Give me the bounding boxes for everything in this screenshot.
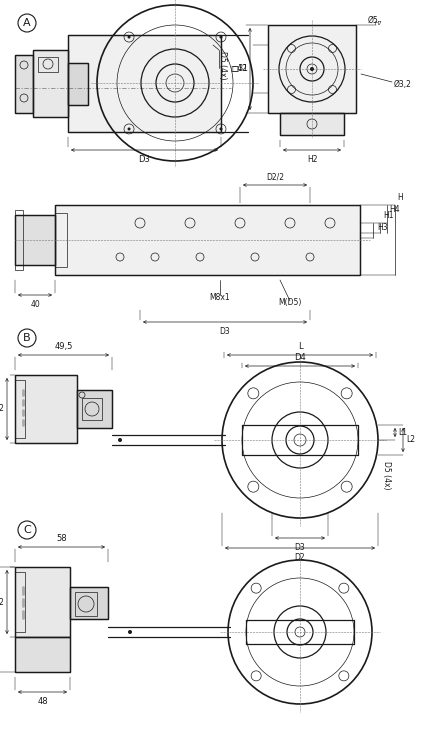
Bar — [15, 375, 77, 443]
Bar — [77, 390, 112, 428]
Bar — [70, 587, 108, 619]
Text: H: H — [397, 193, 403, 202]
Bar — [268, 25, 356, 113]
Text: Ø5: Ø5 — [368, 16, 379, 25]
Bar — [68, 35, 221, 132]
Bar — [70, 587, 108, 619]
Text: □42: □42 — [0, 404, 4, 414]
Bar — [15, 375, 77, 443]
Text: D2/2: D2/2 — [266, 172, 284, 181]
Bar — [68, 35, 221, 132]
Text: 40: 40 — [30, 300, 40, 309]
Bar — [15, 567, 70, 637]
Bar — [38, 57, 58, 72]
Bar — [68, 63, 88, 105]
Circle shape — [118, 438, 122, 442]
Bar — [33, 50, 68, 117]
Circle shape — [219, 36, 222, 39]
Text: D3: D3 — [139, 155, 150, 164]
Circle shape — [219, 128, 222, 131]
Bar — [268, 25, 356, 113]
Bar — [15, 567, 70, 637]
Bar — [15, 572, 25, 632]
Bar — [55, 205, 360, 275]
Text: L1: L1 — [398, 428, 407, 437]
Text: L: L — [298, 342, 302, 351]
Text: A: A — [23, 18, 31, 28]
Text: □42: □42 — [0, 598, 4, 607]
Text: D3: D3 — [295, 543, 305, 552]
Bar — [15, 637, 70, 672]
Text: □42: □42 — [230, 64, 247, 73]
Text: M(D5): M(D5) — [278, 299, 302, 308]
Bar — [280, 113, 344, 135]
Bar — [15, 210, 23, 270]
Bar — [75, 592, 97, 616]
Bar — [82, 398, 102, 420]
Text: D3: D3 — [220, 327, 230, 336]
Bar — [15, 215, 55, 265]
Circle shape — [128, 36, 130, 39]
Bar — [15, 55, 33, 113]
Bar — [68, 63, 88, 105]
Circle shape — [128, 630, 132, 634]
Text: H2: H2 — [307, 155, 317, 164]
Text: H3: H3 — [377, 223, 388, 232]
Text: D5 (4x): D5 (4x) — [382, 461, 391, 489]
Text: 49,5: 49,5 — [54, 342, 73, 351]
Bar — [55, 213, 67, 267]
Bar — [77, 390, 112, 428]
Text: D5 (4x): D5 (4x) — [218, 51, 226, 79]
Text: M8x1: M8x1 — [210, 293, 230, 302]
Text: Ø3,2: Ø3,2 — [394, 79, 412, 88]
Bar — [15, 637, 70, 672]
Text: H1: H1 — [383, 211, 394, 220]
Bar — [33, 50, 68, 117]
Text: D4: D4 — [294, 353, 306, 362]
Text: L2: L2 — [406, 436, 415, 444]
Text: D2: D2 — [295, 553, 305, 562]
Text: □31: □31 — [231, 64, 248, 73]
Text: 48: 48 — [37, 697, 48, 706]
Bar — [15, 55, 33, 113]
Bar — [55, 205, 360, 275]
Text: C: C — [23, 525, 31, 535]
Text: H7: H7 — [374, 21, 382, 26]
Text: 58: 58 — [56, 534, 67, 543]
Circle shape — [128, 128, 130, 131]
Text: H4: H4 — [389, 205, 400, 214]
Bar — [280, 113, 344, 135]
Circle shape — [310, 67, 314, 71]
Bar — [15, 380, 25, 438]
Text: B: B — [23, 333, 31, 343]
Bar — [15, 215, 55, 265]
